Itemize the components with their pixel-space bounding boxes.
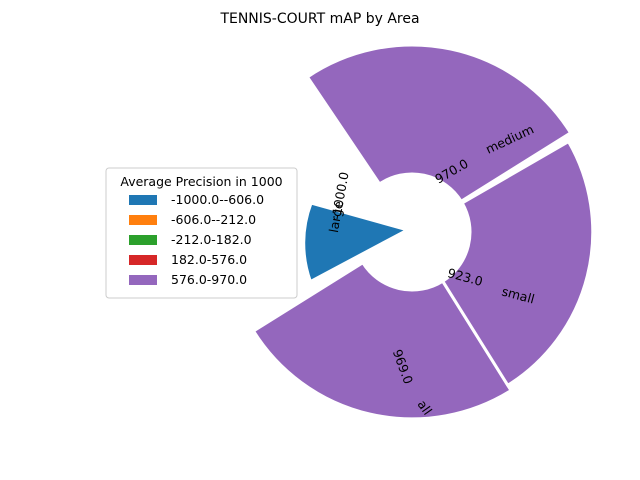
- legend-swatch: [129, 255, 157, 265]
- bar-all: [251, 260, 514, 421]
- legend: Average Precision in 1000 -1000.0--606.0…: [105, 167, 298, 299]
- legend-entries: -1000.0--606.0 -606.0--212.0 -212.0-182.0 1…: [129, 192, 264, 287]
- legend-swatch: [129, 215, 157, 225]
- legend-label: -606.0--212.0: [171, 212, 256, 227]
- legend-swatch: [129, 235, 157, 245]
- legend-label: -212.0-182.0: [171, 232, 252, 247]
- category-label-all: all: [414, 397, 435, 418]
- bar-medium: [305, 43, 573, 204]
- legend-swatch: [129, 195, 157, 205]
- bars-layer: [251, 43, 595, 421]
- legend-label: -1000.0--606.0: [171, 192, 264, 207]
- legend-swatch: [129, 275, 157, 285]
- legend-title: Average Precision in 1000: [120, 174, 282, 189]
- category-label-large: large: [326, 200, 346, 234]
- bar-large: [302, 201, 412, 284]
- legend-label: 576.0-970.0: [171, 272, 247, 287]
- chart-title: TENNIS-COURT mAP by Area: [219, 11, 419, 27]
- legend-label: 182.0-576.0: [171, 252, 247, 267]
- bar-small: [440, 139, 595, 388]
